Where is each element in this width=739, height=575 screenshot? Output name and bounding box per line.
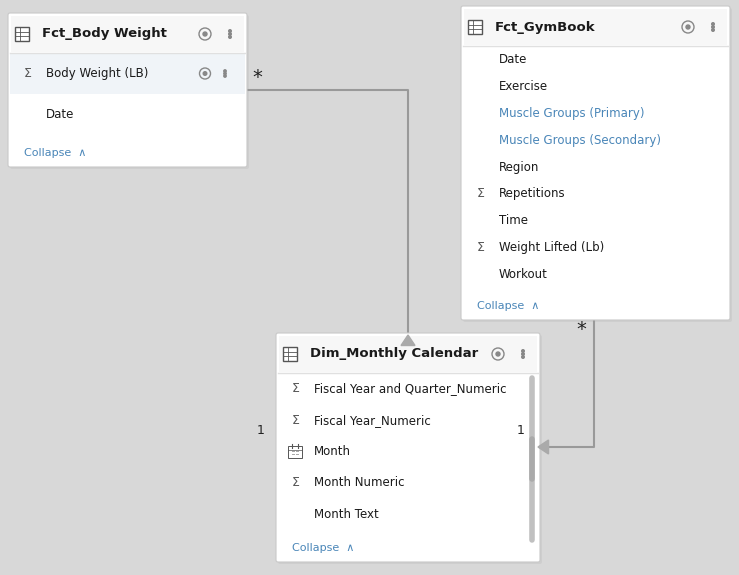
- Bar: [10, 53, 245, 94]
- Text: Date: Date: [499, 53, 528, 66]
- FancyBboxPatch shape: [8, 13, 247, 167]
- Polygon shape: [538, 440, 548, 454]
- Text: Month: Month: [314, 445, 351, 458]
- Text: 1: 1: [517, 424, 525, 437]
- Circle shape: [228, 33, 231, 35]
- Bar: [291, 454, 295, 455]
- FancyBboxPatch shape: [463, 8, 732, 322]
- Circle shape: [712, 26, 715, 28]
- Text: Time: Time: [499, 214, 528, 227]
- Text: Muscle Groups (Secondary): Muscle Groups (Secondary): [499, 133, 661, 147]
- Circle shape: [522, 356, 524, 358]
- Text: Fct_GymBook: Fct_GymBook: [495, 21, 596, 33]
- Text: *: *: [252, 68, 262, 87]
- Text: Workout: Workout: [499, 268, 548, 281]
- Polygon shape: [401, 335, 415, 346]
- Text: Collapse  ∧: Collapse ∧: [477, 301, 539, 311]
- Text: Repetitions: Repetitions: [499, 187, 565, 201]
- Text: Month Numeric: Month Numeric: [314, 477, 404, 489]
- Circle shape: [522, 352, 524, 355]
- Bar: [11, 16, 244, 52]
- Bar: [291, 451, 295, 453]
- Text: Weight Lifted (Lb): Weight Lifted (Lb): [499, 241, 605, 254]
- Circle shape: [228, 36, 231, 39]
- Text: Σ: Σ: [292, 382, 300, 395]
- FancyBboxPatch shape: [461, 6, 730, 320]
- Text: Fct_Body Weight: Fct_Body Weight: [42, 28, 167, 40]
- Text: Fiscal Year_Numeric: Fiscal Year_Numeric: [314, 413, 431, 427]
- Bar: [279, 336, 537, 372]
- Text: Σ: Σ: [24, 67, 32, 80]
- Circle shape: [228, 30, 231, 32]
- Text: Dim_Monthly Calendar: Dim_Monthly Calendar: [310, 347, 478, 361]
- Text: Collapse  ∧: Collapse ∧: [24, 148, 86, 158]
- Text: Region: Region: [499, 160, 539, 174]
- Bar: [296, 451, 299, 453]
- Circle shape: [686, 25, 690, 29]
- Text: 1: 1: [257, 424, 265, 436]
- Bar: [288, 446, 302, 458]
- Circle shape: [224, 72, 226, 75]
- Text: Fiscal Year and Quarter_Numeric: Fiscal Year and Quarter_Numeric: [314, 382, 506, 395]
- Text: Body Weight (LB): Body Weight (LB): [46, 67, 149, 80]
- Text: Σ: Σ: [292, 413, 300, 427]
- Text: Σ: Σ: [292, 477, 300, 489]
- Bar: [15, 27, 29, 41]
- Bar: [296, 454, 299, 455]
- Bar: [283, 347, 297, 361]
- Circle shape: [224, 75, 226, 77]
- FancyBboxPatch shape: [278, 335, 542, 564]
- Text: Exercise: Exercise: [499, 80, 548, 93]
- Text: Date: Date: [46, 108, 75, 121]
- Circle shape: [712, 22, 715, 25]
- Text: *: *: [576, 320, 586, 339]
- Circle shape: [203, 32, 207, 36]
- Text: Collapse  ∧: Collapse ∧: [292, 543, 355, 553]
- FancyBboxPatch shape: [10, 15, 249, 169]
- Circle shape: [522, 350, 524, 352]
- Circle shape: [224, 70, 226, 72]
- Circle shape: [496, 352, 500, 356]
- Bar: [468, 20, 482, 34]
- Circle shape: [712, 29, 715, 31]
- Bar: [464, 9, 727, 45]
- Text: Month Text: Month Text: [314, 508, 379, 521]
- Text: Muscle Groups (Primary): Muscle Groups (Primary): [499, 107, 644, 120]
- Text: Σ: Σ: [477, 241, 485, 254]
- FancyBboxPatch shape: [276, 333, 540, 562]
- Circle shape: [203, 72, 207, 75]
- Text: Σ: Σ: [477, 187, 485, 201]
